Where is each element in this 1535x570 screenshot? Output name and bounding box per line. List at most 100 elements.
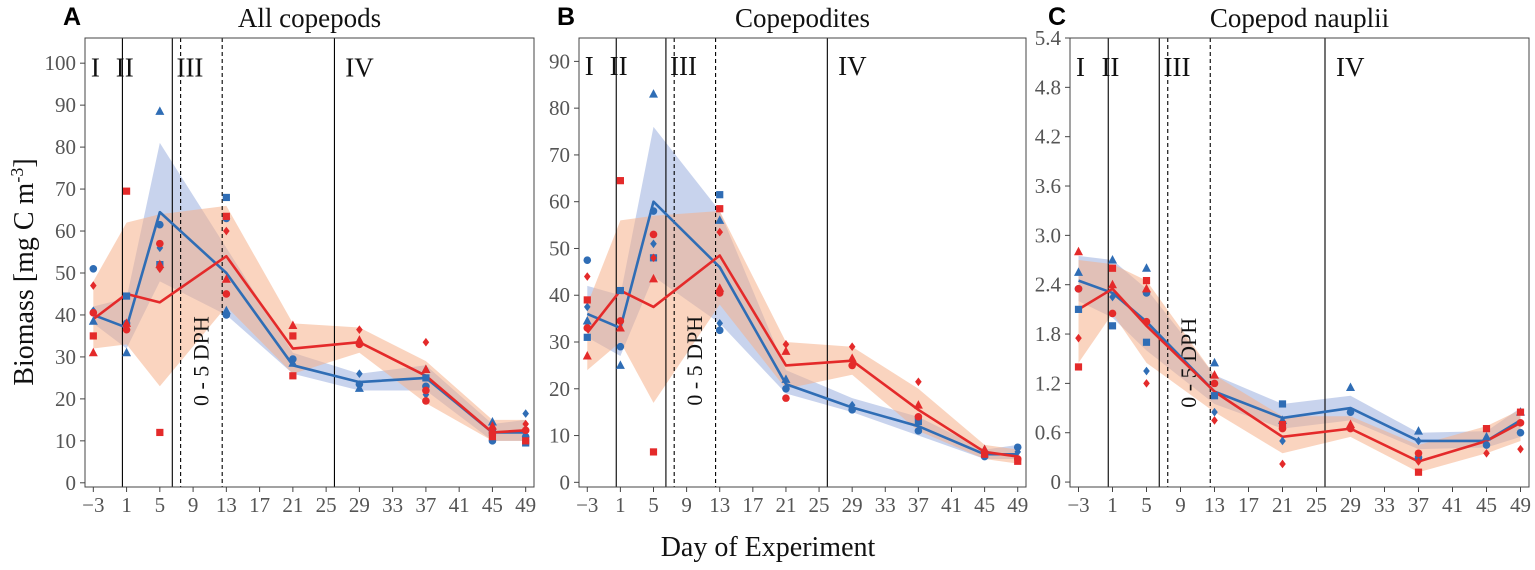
x-tick-label: 41 [941,493,962,517]
point-blue [616,342,625,351]
y-tick-label: 80 [549,96,570,120]
point-red [981,450,989,458]
y-tick-label: 90 [549,49,570,73]
x-tick-label: 13 [1204,493,1225,517]
y-tick-label: 70 [55,177,76,201]
x-tick-label: 41 [1442,493,1463,517]
point-red [716,227,724,237]
y-tick-label: 100 [45,51,77,75]
point-red [521,426,530,435]
mean-line-red [586,254,1018,458]
point-blue [583,333,591,341]
panel-title: Copepodites [735,3,870,33]
y-tick-label: 70 [549,143,570,167]
point-red [422,386,430,395]
point-blue [782,384,790,393]
point-blue [914,427,923,435]
point-red [122,318,132,327]
point-red [289,372,297,380]
point-red [89,309,98,317]
y-tick-label: 5.4 [1035,26,1062,50]
point-red [156,264,164,274]
y-tick-label: 4.2 [1035,125,1061,149]
x-tick-label: 41 [449,493,470,517]
point-blue [356,369,363,379]
point-blue [1279,436,1286,446]
point-red [716,205,724,213]
y-tick-label: 60 [55,219,76,243]
phase-label-ii: II [116,52,134,82]
point-blue [716,319,724,328]
x-tick-label: 33 [875,493,896,517]
point-blue [1415,436,1422,446]
point-red [1074,363,1083,371]
phase-label-i: I [585,51,594,81]
point-red [355,340,364,349]
point-blue [89,264,98,273]
point-red [488,433,497,441]
x-tick-label: 21 [282,493,303,517]
point-red [583,272,591,281]
point-red [223,226,230,236]
point-red [1075,333,1082,343]
point-red [522,437,530,445]
point-blue [122,347,132,357]
y-tick-label: 20 [549,377,570,401]
panel-border [84,37,535,488]
x-tick-label: 49 [1007,493,1028,517]
point-red [90,281,97,290]
y-tick-label: 90 [55,93,76,117]
y-tick-label: 2.4 [1035,273,1062,297]
point-blue [1414,426,1423,435]
point-blue [615,360,625,369]
point-red [782,394,790,402]
point-red [222,212,230,220]
y-tick-label: 50 [55,261,76,285]
point-red [913,400,923,409]
x-tick-label: 33 [1374,493,1395,517]
y-tick-label: 40 [55,303,76,327]
x-tick-label: 17 [1238,493,1259,517]
x-tick-label: 1 [1107,493,1118,517]
y-tick-label: 30 [55,345,76,369]
point-red [615,322,625,332]
y-axis-title-sup: -3 [7,168,27,183]
point-red [522,419,529,429]
x-tick-label: 17 [742,493,763,517]
x-tick-label: 37 [908,493,929,517]
point-blue [649,207,658,215]
point-blue [1013,443,1022,452]
y-tick-label: 10 [549,424,570,448]
y-tick-label: 20 [55,387,76,411]
phase-label-iii: III [1164,52,1191,82]
point-red [715,289,724,297]
point-blue [354,383,364,392]
panel-letter: C [1048,3,1066,31]
point-blue [122,292,131,300]
point-red [1278,424,1287,433]
x-tick-label: 13 [709,493,730,517]
point-red [1414,449,1423,458]
point-red [1143,379,1150,388]
point-red [487,421,497,430]
point-blue [1210,392,1219,400]
point-red [1142,317,1151,326]
point-red [1278,420,1287,429]
point-blue [1142,263,1151,272]
point-blue [1211,407,1218,417]
point-red [221,274,231,283]
point-blue [1346,408,1355,416]
x-tick-label: 49 [1510,493,1531,517]
point-red [422,337,430,347]
point-red [649,273,658,283]
x-tick-label: 1 [615,493,626,517]
point-blue [583,302,591,312]
point-red [1074,246,1083,256]
phase-label-iii: III [670,51,697,81]
point-red [915,377,922,387]
point-red [156,239,164,248]
point-blue [155,106,165,115]
panel-b: B Copepodites 0 10 20 30 40 50 60 70 80 90 −3 1 5 9 13 17… [549,3,1028,517]
point-blue [616,286,624,295]
x-tick-label: 25 [1306,493,1327,517]
